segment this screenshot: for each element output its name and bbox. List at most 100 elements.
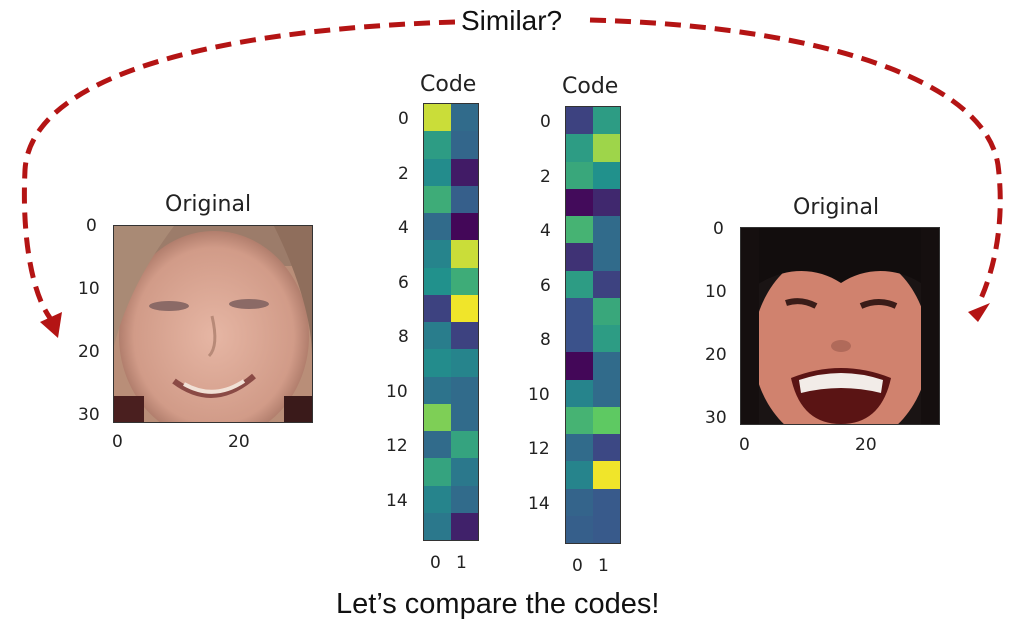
code-1-cell-r4-c1 <box>451 213 478 241</box>
code-1-cell-r1-c1 <box>451 131 478 159</box>
code-2-cell-r9-c0 <box>566 352 593 380</box>
code-2-cell-r15-c0 <box>566 515 593 543</box>
caption: Let’s compare the codes! <box>336 588 660 620</box>
right-face-ytick: 0 <box>713 219 724 239</box>
code-2-cell-r7-c0 <box>566 297 593 325</box>
code-1-cell-r6-c0 <box>424 267 451 295</box>
code-1-cell-r13-c0 <box>424 458 451 486</box>
left-arrowhead-icon <box>40 312 62 338</box>
code-2-cell-r13-c1 <box>593 461 620 489</box>
code-2-ytick: 8 <box>540 330 551 350</box>
code-2-xtick: 0 <box>572 556 583 576</box>
code-1-cell-r11-c1 <box>451 403 478 431</box>
code-2-cell-r3-c1 <box>593 188 620 216</box>
code-1-title: Code <box>420 72 477 97</box>
code-1-cell-r2-c1 <box>451 158 478 186</box>
code-1-cell-r3-c0 <box>424 185 451 213</box>
code-2-cell-r8-c0 <box>566 325 593 353</box>
code-2-cell-r12-c0 <box>566 434 593 462</box>
code-2-cell-r14-c0 <box>566 488 593 516</box>
code-1-heatmap <box>423 103 479 541</box>
right-face-ytick: 30 <box>705 408 727 428</box>
code-1-cell-r14-c0 <box>424 485 451 513</box>
code-2-cell-r2-c1 <box>593 161 620 189</box>
code-1-cell-r3-c1 <box>451 185 478 213</box>
code-1-xtick: 0 <box>430 553 441 573</box>
code-1-cell-r4-c0 <box>424 213 451 241</box>
code-2-ytick: 12 <box>528 439 550 459</box>
code-1-ytick: 0 <box>398 109 409 129</box>
left-face-ytick: 30 <box>78 405 100 425</box>
left-face-xtick: 20 <box>228 432 250 452</box>
right-arrow-path <box>589 17 1003 307</box>
code-2-cell-r3-c0 <box>566 188 593 216</box>
code-2-cell-r7-c1 <box>593 297 620 325</box>
code-1-cell-r12-c0 <box>424 431 451 459</box>
code-2-cell-r10-c0 <box>566 379 593 407</box>
code-1-ytick: 8 <box>398 327 409 347</box>
code-2-cell-r4-c0 <box>566 216 593 244</box>
right-face-xtick: 0 <box>739 435 750 455</box>
code-1-ytick: 6 <box>398 273 409 293</box>
code-2-cell-r11-c0 <box>566 406 593 434</box>
code-2-cell-r1-c1 <box>593 134 620 162</box>
code-2-cell-r11-c1 <box>593 406 620 434</box>
code-1-cell-r8-c0 <box>424 322 451 350</box>
code-1-cell-r5-c1 <box>451 240 478 268</box>
code-2-cell-r12-c1 <box>593 434 620 462</box>
code-2-ytick: 4 <box>540 221 551 241</box>
left-arrow-path <box>21 19 456 320</box>
code-1-xtick: 1 <box>456 553 467 573</box>
right-face-xtick: 20 <box>855 435 877 455</box>
code-1-cell-r1-c0 <box>424 131 451 159</box>
code-2-cell-r15-c1 <box>593 515 620 543</box>
code-1-ytick: 12 <box>386 436 408 456</box>
code-2-cell-r2-c0 <box>566 161 593 189</box>
code-2-ytick: 6 <box>540 276 551 296</box>
left-face-ytick: 20 <box>78 342 100 362</box>
code-1-cell-r7-c0 <box>424 294 451 322</box>
code-1-ytick: 10 <box>386 382 408 402</box>
right-face-ytick: 10 <box>705 282 727 302</box>
code-1-cell-r10-c0 <box>424 376 451 404</box>
code-1-cell-r9-c0 <box>424 349 451 377</box>
left-face-ytick: 0 <box>86 216 97 236</box>
code-1-cell-r8-c1 <box>451 322 478 350</box>
code-1-cell-r15-c1 <box>451 512 478 540</box>
code-1-cell-r2-c0 <box>424 158 451 186</box>
code-2-cell-r5-c0 <box>566 243 593 271</box>
code-2-ytick: 0 <box>540 112 551 132</box>
code-2-cell-r4-c1 <box>593 216 620 244</box>
code-1-cell-r6-c1 <box>451 267 478 295</box>
code-2-heatmap <box>565 106 621 544</box>
left-face-title: Original <box>165 192 252 217</box>
code-1-cell-r5-c0 <box>424 240 451 268</box>
code-1-cell-r14-c1 <box>451 485 478 513</box>
code-2-cell-r13-c0 <box>566 461 593 489</box>
left-face-ytick: 10 <box>78 279 100 299</box>
right-arrowhead-icon <box>968 303 990 322</box>
code-2-cell-r14-c1 <box>593 488 620 516</box>
code-2-cell-r8-c1 <box>593 325 620 353</box>
code-1-ytick: 4 <box>398 218 409 238</box>
code-2-ytick: 10 <box>528 385 550 405</box>
code-1-cell-r9-c1 <box>451 349 478 377</box>
code-2-xtick: 1 <box>598 556 609 576</box>
right-face-ytick: 20 <box>705 345 727 365</box>
right-face-image <box>740 227 940 425</box>
similarity-question: Similar? <box>455 5 569 37</box>
code-2-cell-r1-c0 <box>566 134 593 162</box>
code-2-title: Code <box>562 74 619 99</box>
code-2-cell-r10-c1 <box>593 379 620 407</box>
right-face-title: Original <box>793 195 880 220</box>
left-face-xtick: 0 <box>112 432 123 452</box>
code-1-cell-r10-c1 <box>451 376 478 404</box>
code-1-cell-r7-c1 <box>451 294 478 322</box>
code-2-cell-r6-c0 <box>566 270 593 298</box>
code-2-cell-r0-c0 <box>566 107 593 135</box>
code-2-cell-r0-c1 <box>593 107 620 135</box>
code-1-ytick: 2 <box>398 164 409 184</box>
code-1-cell-r13-c1 <box>451 458 478 486</box>
